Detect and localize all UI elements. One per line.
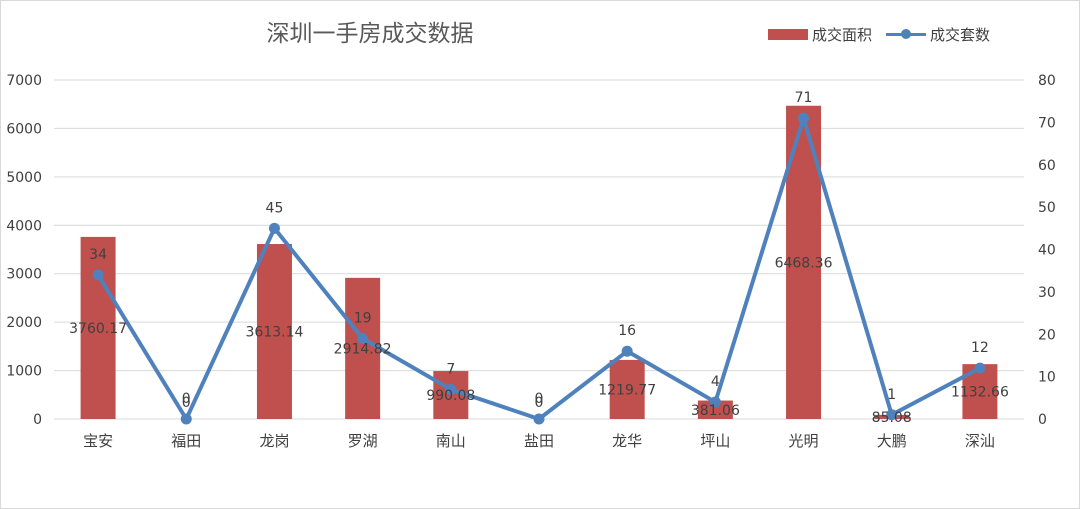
line-point bbox=[709, 396, 721, 408]
legend-item-count: 成交套数 bbox=[886, 24, 990, 45]
line-data-label: 16 bbox=[618, 323, 636, 339]
bar bbox=[697, 400, 733, 419]
chart-title: 深圳一手房成交数据 bbox=[266, 21, 474, 47]
y-right-tick-label: 60 bbox=[1038, 158, 1056, 174]
legend-bar-swatch bbox=[768, 28, 808, 40]
bar-data-label: 1132.66 bbox=[951, 385, 1009, 401]
line-data-label: 0 bbox=[182, 391, 191, 407]
line-data-label: 7 bbox=[446, 361, 455, 377]
line-point bbox=[268, 222, 280, 234]
y-left-tick-label: 5000 bbox=[6, 170, 42, 186]
legend-item-area: 成交面积 bbox=[768, 24, 872, 45]
line-point bbox=[621, 345, 633, 357]
line-data-label: 12 bbox=[971, 340, 989, 356]
line-data-label: 1 bbox=[887, 387, 896, 403]
legend: 成交面积 成交套数 bbox=[768, 24, 1004, 44]
line-data-label: 45 bbox=[266, 200, 284, 216]
line-data-label: 34 bbox=[89, 247, 107, 263]
legend-count-label: 成交套数 bbox=[930, 25, 991, 44]
bar-data-label: 0 bbox=[182, 395, 191, 411]
y-right-tick-label: 20 bbox=[1038, 327, 1056, 343]
bar-data-label: 6468.36 bbox=[775, 255, 833, 271]
bar bbox=[345, 277, 381, 419]
y-left-tick-label: 7000 bbox=[6, 73, 42, 89]
bar bbox=[256, 244, 292, 419]
line-point bbox=[357, 332, 369, 344]
y-left-tick-label: 2000 bbox=[6, 315, 42, 331]
y-right-tick-label: 70 bbox=[1038, 115, 1056, 131]
bar bbox=[80, 236, 116, 419]
bar-data-label: 0 bbox=[535, 395, 544, 411]
line-data-label: 71 bbox=[795, 90, 813, 106]
line-data-label: 4 bbox=[711, 374, 720, 390]
y-left-tick-label: 3000 bbox=[6, 267, 42, 283]
x-tick-label: 南山 bbox=[436, 432, 466, 450]
legend-line-swatch bbox=[886, 28, 927, 39]
x-tick-label: 大鹏 bbox=[877, 432, 907, 450]
line-point bbox=[445, 383, 457, 395]
x-tick-label: 龙华 bbox=[612, 432, 642, 450]
y-right-tick-label: 0 bbox=[1038, 412, 1047, 428]
bar bbox=[609, 359, 645, 419]
bar-data-label: 3613.14 bbox=[246, 325, 304, 341]
bar-data-label: 3760.17 bbox=[69, 321, 127, 337]
y-left-tick-label: 4000 bbox=[6, 218, 42, 234]
line-data-label: 19 bbox=[354, 310, 372, 326]
y-right-tick-label: 80 bbox=[1038, 73, 1056, 89]
line-series-count bbox=[96, 116, 981, 421]
bar-data-label: 2914.82 bbox=[334, 341, 392, 357]
y-right-tick-label: 30 bbox=[1038, 285, 1056, 301]
y-right-tick-label: 50 bbox=[1038, 200, 1056, 216]
x-tick-label: 深汕 bbox=[965, 432, 995, 450]
legend-area-label: 成交面积 bbox=[812, 25, 873, 44]
line-point bbox=[886, 409, 898, 421]
y-left-tick-label: 6000 bbox=[6, 121, 42, 137]
bar-data-label: 990.08 bbox=[426, 388, 475, 404]
y-left-tick-label: 0 bbox=[33, 412, 42, 428]
x-tick-label: 福田 bbox=[171, 432, 201, 450]
line-point bbox=[974, 362, 986, 374]
bar-data-label: 1219.77 bbox=[598, 382, 656, 398]
line-point bbox=[533, 413, 545, 425]
line-data-label: 0 bbox=[535, 391, 544, 407]
line-point bbox=[92, 269, 104, 281]
bar-data-label: 381.06 bbox=[691, 403, 740, 419]
x-tick-label: 光明 bbox=[789, 432, 819, 450]
y-right-tick-label: 10 bbox=[1038, 370, 1056, 386]
y-right-tick-label: 40 bbox=[1038, 243, 1056, 259]
x-tick-label: 宝安 bbox=[83, 432, 113, 450]
line-point bbox=[180, 413, 192, 425]
x-tick-label: 坪山 bbox=[700, 432, 730, 450]
line-point bbox=[798, 112, 810, 124]
y-left-tick-label: 1000 bbox=[6, 364, 42, 380]
bar-data-label: 85.08 bbox=[872, 410, 912, 426]
x-tick-label: 盐田 bbox=[524, 432, 554, 450]
x-tick-label: 罗湖 bbox=[348, 432, 378, 450]
x-tick-label: 龙岗 bbox=[259, 432, 289, 450]
